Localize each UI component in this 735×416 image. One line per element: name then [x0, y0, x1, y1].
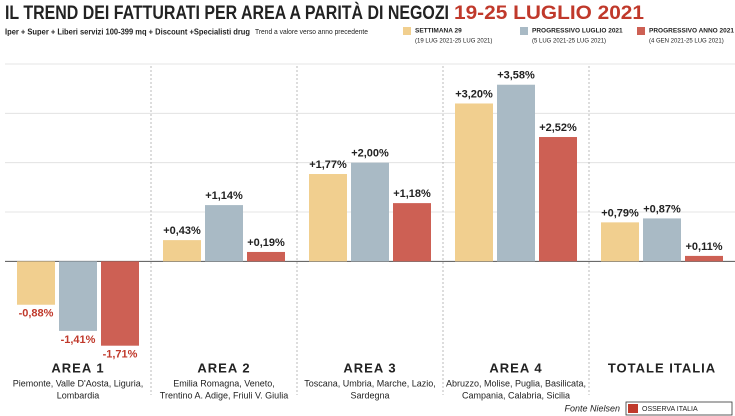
value-label: +0,43%: [163, 225, 201, 237]
value-label: +0,19%: [247, 237, 285, 249]
legend-label: PROGRESSIVO ANNO 2021: [649, 28, 734, 35]
category-note: Campania, Calabria, Sicilia: [462, 390, 570, 400]
chart-title-highlight: 19-25 LUGLIO 2021: [454, 3, 644, 24]
bar: [351, 162, 389, 262]
value-label: +2,52%: [539, 122, 577, 134]
value-label: +0,11%: [685, 241, 722, 253]
bar: [17, 261, 55, 305]
value-label: -0,88%: [19, 308, 54, 320]
category-label: TOTALE ITALIA: [608, 360, 716, 375]
legend-swatch: [520, 27, 528, 35]
legend-label: PROGRESSIVO LUGLIO 2021: [532, 28, 623, 35]
category-note: Toscana, Umbria, Marche, Lazio,: [304, 378, 436, 388]
logo-icon: [628, 404, 638, 413]
bar: [643, 218, 681, 262]
value-label: +2,00%: [351, 148, 389, 160]
category-label: AREA 3: [343, 360, 396, 375]
value-label: -1,71%: [103, 349, 138, 361]
bar: [497, 84, 535, 262]
bar: [101, 261, 139, 346]
bar: [309, 174, 347, 262]
chart-title: IL TREND DEI FATTURATI PER AREA A PARITÀ…: [5, 2, 449, 24]
legend-period: (19 LUG 2021-25 LUG 2021): [415, 39, 492, 45]
bar: [205, 205, 243, 262]
bar: [393, 203, 431, 262]
value-label: +1,14%: [205, 190, 243, 202]
bar: [247, 251, 285, 262]
bar: [601, 222, 639, 262]
source: Fonte Nielsen: [564, 403, 620, 413]
logo-box: [625, 401, 733, 416]
bar: [455, 103, 493, 262]
bar: [59, 261, 97, 331]
category-label: AREA 4: [489, 360, 542, 375]
value-label: +0,87%: [643, 203, 681, 215]
value-label: -1,41%: [61, 334, 96, 346]
value-label: +3,20%: [455, 88, 493, 100]
value-label: +1,18%: [393, 188, 431, 200]
bar: [539, 137, 577, 262]
category-note: Sardegna: [350, 390, 389, 400]
category-note: Emilia Romagna, Veneto,: [173, 378, 275, 388]
category-label: AREA 2: [197, 360, 250, 375]
legend-label: SETTIMANA 29: [415, 28, 462, 35]
value-label: +0,79%: [601, 207, 639, 219]
value-label: +3,58%: [497, 70, 535, 82]
subtitle: Iper + Super + Liberi servizi 100-399 mq…: [5, 26, 250, 36]
legend-swatch: [637, 27, 645, 35]
legend-period: (5 LUG 2021-25 LUG 2021): [532, 39, 606, 45]
bar: [685, 255, 723, 262]
category-note: Lombardia: [57, 390, 100, 400]
category-note: Piemonte, Valle D'Aosta, Liguria,: [13, 378, 144, 388]
legend-swatch: [403, 27, 411, 35]
category-label: AREA 1: [51, 360, 104, 375]
logo: OSSERVA ITALIA: [642, 406, 698, 413]
legend-period: (4 GEN 2021-25 LUG 2021): [649, 39, 724, 45]
value-label: +1,77%: [309, 159, 347, 171]
category-note: Trentino A. Adige, Friuli V. Giulia: [160, 390, 288, 400]
bar: [163, 240, 201, 262]
note: Trend a valore verso anno precedente: [255, 29, 368, 36]
category-note: Abruzzo, Molise, Puglia, Basilicata,: [446, 378, 586, 388]
